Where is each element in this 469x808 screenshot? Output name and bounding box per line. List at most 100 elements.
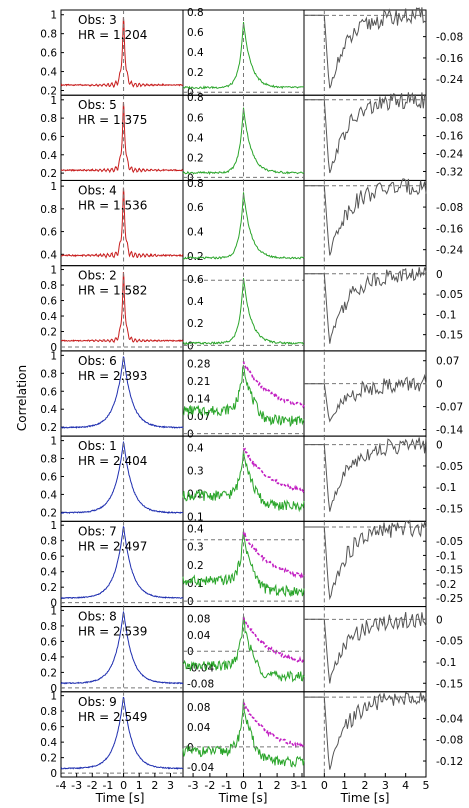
x-axis-label-col2: Time [s] [218,791,268,805]
y-tick-label: 1 [50,605,57,617]
panel-frame [303,9,427,96]
hr-label: HR = 1.582 [78,284,147,298]
right-y-tick-label: -0.24 [436,245,463,257]
y-tick-label: 1 [50,520,57,532]
right-y-tick-label: -0.1 [436,550,457,562]
y-tick-label: 0.6 [40,722,57,734]
y-tick-label: 0.2 [40,507,57,519]
panel-row-7: 0 0.2 0.4 0.6 0.8 1 Obs: 7HR = 2.497 0 0.1 0.2 0.3… [40,519,463,610]
obs-label: Obs: 4 [78,183,117,197]
autocorr-series [60,525,184,600]
model-series [242,361,305,409]
panel-row-8: 00.20.40.60.81 Obs: 8HR = 2.539-0.08-0.04… [40,605,463,694]
y-tick-label: 0.6 [40,296,57,308]
y-tick-label: 0.8 [40,536,57,548]
right-y-tick-label: -0.04 [436,713,463,725]
x-tick-label: -3 [188,779,199,792]
mid-y-tick-label: 0.1 [187,512,204,524]
right-y-tick-label: -0.24 [436,149,463,161]
y-tick-label: 0 [50,683,57,695]
right-y-tick-label: 0 [436,379,443,391]
model-series [242,531,305,579]
autocorr-series [60,440,184,515]
right-y-tick-label: -0.25 [436,593,463,605]
mid-y-tick-label: 0 [187,429,194,441]
panel-row-4: 0 0.2 0.4 0.6 0.8 1 Obs: 2HR = 1.582 0 0.2 0.4 0.6… [40,265,463,354]
y-tick-label: 0.4 [40,652,57,664]
mid-y-tick-label: 0.2 [187,67,204,79]
y-tick-label: 0.2 [40,85,57,97]
x-tick-label: 2 [151,779,158,792]
mid-y-tick-label: 0.1 [187,578,204,590]
y-tick-label: 0.6 [40,131,57,143]
right-y-tick-label: -0.15 [436,330,463,342]
y-tick-label: 0.4 [40,404,57,416]
y-tick-label: 0 [50,768,57,780]
y-tick-label: 0.2 [40,667,57,679]
right-y-tick-label: -0.32 [436,166,463,178]
panel-frame [303,94,427,181]
x-tick-label: -1 [297,779,308,792]
y-tick-label: 1 [50,436,57,448]
mid-y-tick-label: 0.8 [187,178,204,190]
x-tick-label: 0 [120,779,127,792]
x-tick-label: 0 [240,779,247,792]
response-series [304,267,427,344]
x-tick-label: -1 [221,779,232,792]
mid-y-tick-label: 0 [187,596,194,608]
x-tick-label: 1 [257,779,264,792]
right-y-tick-label: -0.08 [436,735,463,747]
right-y-tick-label: -0.08 [436,202,463,214]
mid-y-tick-label: 0.04 [187,722,211,734]
y-tick-label: 0.6 [40,227,57,239]
mid-y-tick-label: 0.08 [187,614,210,626]
mid-y-tick-label: 0.14 [187,394,211,406]
y-tick-label: 0.4 [40,249,57,261]
mid-y-tick-label: 0 [187,87,194,99]
obs-label: Obs: 8 [78,610,117,624]
panel-row-5: 0.2 0.4 0.6 0.8 1 Obs: 6HR = 2.393 0 0.07 0.14 0.… [40,350,463,440]
mid-y-tick-label: 0.6 [187,27,204,39]
panel-row-1: 0.2 0.4 0.6 0.8 1 Obs: 3HR = 1.204 0 0.2 0.4 0.6 0… [40,7,463,99]
mid-y-tick-label: 0 [187,646,194,658]
panel-row-3: 0.4 0.6 0.8 1 Obs: 4HR = 1.536 0.2 0.4 0.6 0.8 -0… [40,178,463,281]
y-tick-label: 1 [50,691,57,703]
y-tick-label: 0.4 [40,150,57,162]
mid-y-tick-label: 0.4 [187,47,204,59]
x-tick-label: 5 [423,779,430,792]
model-series [242,617,305,664]
y-axis-label: Correlation [15,365,29,431]
right-y-tick-label: -0.08 [436,32,463,44]
mid-y-tick-label: 0.08 [187,702,210,714]
y-tick-label: 0.8 [40,706,57,718]
y-tick-label: 0.8 [40,29,57,41]
right-y-tick-label: -0.07 [436,402,463,414]
y-tick-label: 0.6 [40,48,57,60]
mid-y-tick-label: 0.6 [187,112,204,124]
right-y-tick-label: -0.15 [436,678,463,690]
x-tick-label: 3 [290,779,297,792]
model-series [242,447,305,494]
crosscorr-series [182,192,305,260]
mid-y-tick-label: 0 [187,742,194,754]
right-y-tick-label: -0.14 [436,425,463,437]
crosscorr-series [182,107,305,176]
response-series [304,612,427,684]
panel-grid: 0.20.40.60.81 Obs: 3HR = 1.20400.20.40.60… [40,7,463,780]
mid-y-tick-label: 0.28 [187,358,210,370]
autocorr-series [60,271,184,344]
panel-frame [303,350,427,437]
response-series [304,519,427,601]
x-tick-label: 0 [321,779,328,792]
mid-y-tick-label: 0.04 [187,630,211,642]
response-series [304,7,427,89]
crosscorr-series [182,22,305,90]
hr-label: HR = 2.404 [78,454,147,468]
y-tick-label: 1 [50,95,57,107]
hr-label: HR = 1.375 [78,113,147,127]
mid-y-tick-label: 0.3 [187,466,204,478]
autocorr-series [60,17,184,88]
mid-y-tick-label: 0.2 [187,318,204,330]
x-axis-label-col1: Time [s] [95,791,145,805]
